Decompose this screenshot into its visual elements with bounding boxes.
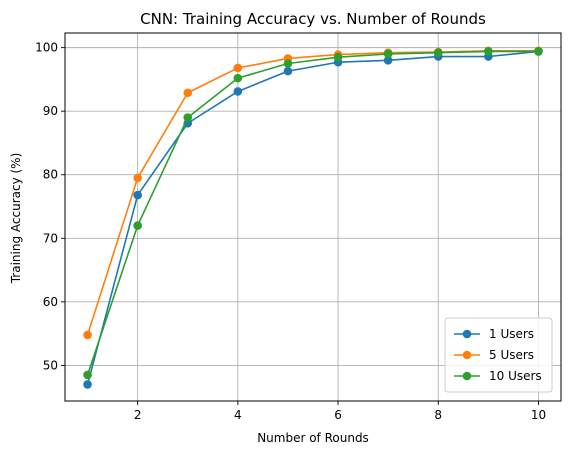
y-tick-label: 100 <box>35 41 58 55</box>
data-point <box>233 73 243 83</box>
data-point <box>484 47 493 56</box>
data-point <box>283 66 293 76</box>
x-tick-label: 10 <box>531 408 546 422</box>
data-point <box>233 63 243 73</box>
data-point <box>133 190 142 200</box>
legend-item: 1 Users <box>454 327 534 341</box>
x-axis-label: Number of Rounds <box>257 431 369 445</box>
legend-marker <box>462 371 472 381</box>
y-tick-label: 70 <box>43 231 58 245</box>
axis-ticks: 2 4 6 8 10 50 60 70 80 90 100 <box>35 41 546 422</box>
x-tick-label: 6 <box>334 408 342 422</box>
data-point <box>133 221 142 230</box>
data-point <box>83 330 92 340</box>
data-point <box>383 56 393 65</box>
data-point <box>133 173 142 183</box>
data-point <box>183 88 193 98</box>
series-line-5-users <box>86 49 539 336</box>
series-10-users <box>83 47 543 380</box>
series-line-10-users <box>86 50 539 376</box>
legend-label: 5 Users <box>489 348 534 362</box>
legend-label: 10 Users <box>489 369 542 383</box>
y-tick-label: 60 <box>43 295 58 309</box>
legend-marker <box>462 329 472 339</box>
data-point <box>183 113 193 122</box>
legend-label: 1 Users <box>489 327 534 341</box>
legend-item: 10 Users <box>454 369 542 383</box>
data-point <box>534 47 543 56</box>
legend-item: 5 Users <box>454 348 534 362</box>
data-point <box>433 48 443 58</box>
y-axis-label: Training Accuracy (%) <box>9 153 23 285</box>
series-layer <box>83 46 543 389</box>
legend-box <box>444 317 553 393</box>
y-tick-label: 80 <box>43 168 58 182</box>
x-tick-label: 8 <box>434 408 442 422</box>
y-tick-label: 90 <box>43 104 58 118</box>
data-point <box>233 87 243 96</box>
data-point <box>83 380 92 389</box>
x-tick-label: 4 <box>234 408 242 422</box>
series-line-1-users <box>86 50 539 385</box>
data-point <box>283 59 293 68</box>
chart-title: CNN: Training Accuracy vs. Number of Rou… <box>140 10 486 28</box>
data-point <box>383 49 393 59</box>
x-tick-label: 2 <box>134 408 142 422</box>
data-point <box>333 52 343 62</box>
data-point <box>83 370 92 380</box>
y-tick-label: 50 <box>43 358 58 372</box>
legend: 1 Users 5 Users 10 Users <box>444 317 553 393</box>
plot-frame <box>64 32 562 402</box>
legend-marker <box>462 350 472 360</box>
